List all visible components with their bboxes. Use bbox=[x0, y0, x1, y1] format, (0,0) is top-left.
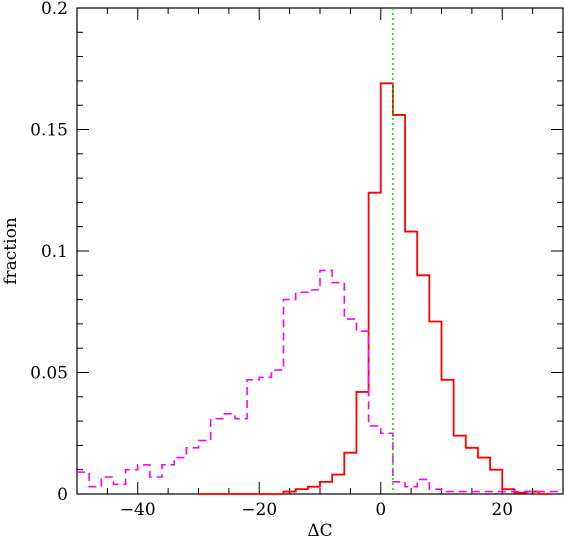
y-tick-label: 0 bbox=[57, 485, 68, 505]
y-tick-label: 0.2 bbox=[41, 0, 68, 19]
dashed-histogram-series bbox=[77, 269, 563, 493]
x-tick-label: −20 bbox=[241, 500, 277, 520]
x-tick-label: −40 bbox=[120, 500, 156, 520]
histogram-series bbox=[77, 8, 563, 495]
x-tick-labels: −40 −20 0 20 bbox=[120, 500, 513, 520]
solid-histogram-series bbox=[198, 82, 551, 495]
y-tick-label: 0.1 bbox=[41, 242, 68, 262]
axis-ticks bbox=[76, 7, 564, 495]
y-axis-label: fraction bbox=[1, 217, 21, 285]
y-tick-labels: 0 0.05 0.1 0.15 0.2 bbox=[30, 0, 68, 505]
plot-frame bbox=[76, 7, 564, 495]
x-tick-label: 0 bbox=[375, 500, 386, 520]
y-tick-label: 0.15 bbox=[30, 121, 68, 141]
y-tick-label: 0.05 bbox=[30, 364, 68, 384]
x-tick-label: 20 bbox=[491, 500, 513, 520]
x-axis-label: ΔC bbox=[307, 521, 332, 541]
